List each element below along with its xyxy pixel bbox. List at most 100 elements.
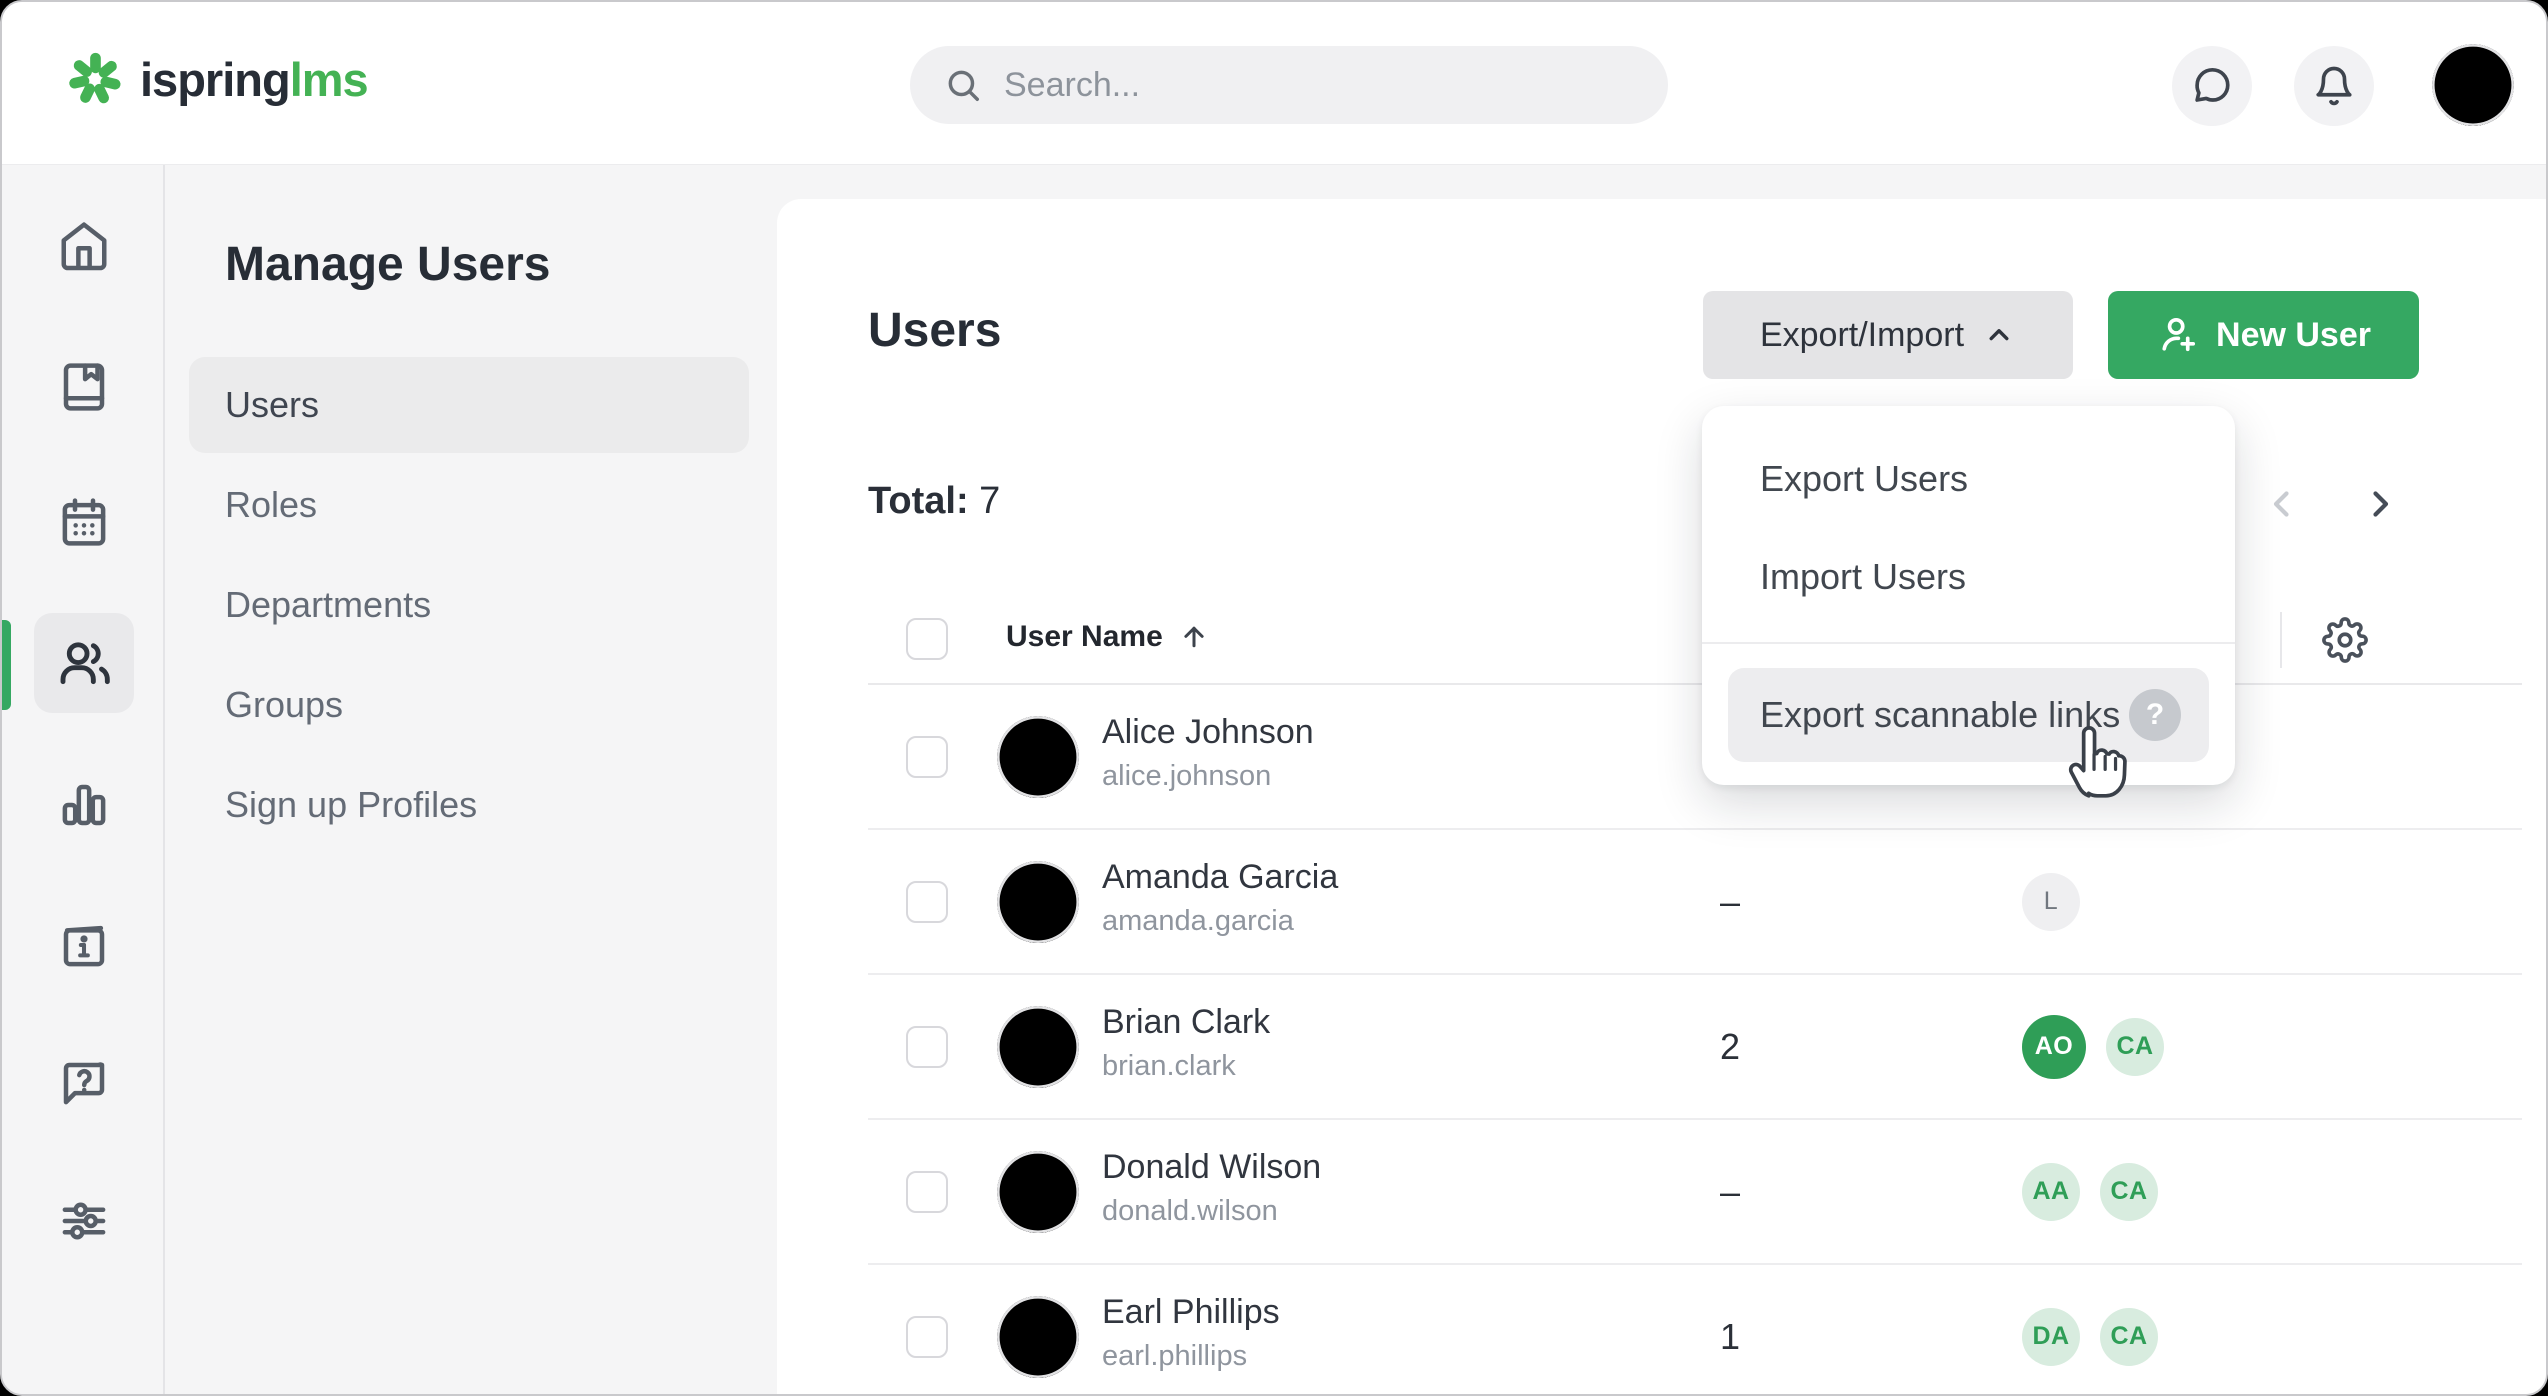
book-icon xyxy=(63,363,105,411)
chevron-right-icon xyxy=(2373,491,2389,517)
row-checkbox[interactable] xyxy=(906,736,948,778)
role-badges: L xyxy=(2022,830,2080,973)
metric-cell: – xyxy=(1719,880,1741,922)
users-table: User Name Alice Johnso xyxy=(868,610,2522,1394)
user-login: amanda.garcia xyxy=(1102,905,1294,937)
user-avatar xyxy=(997,1006,1079,1088)
menu-item-import-users[interactable]: Import Users xyxy=(1760,556,1967,597)
role-badge: L xyxy=(2022,872,2080,931)
top-bar: ispringlms xyxy=(2,2,2546,165)
user-login: brian.clark xyxy=(1102,1050,1236,1082)
role-badge: AO xyxy=(2022,1014,2086,1079)
chat-button[interactable] xyxy=(2172,46,2252,126)
select-all-checkbox[interactable] xyxy=(906,618,948,660)
rail-home-button[interactable] xyxy=(34,196,134,296)
search-input[interactable] xyxy=(1004,65,1634,105)
table-row[interactable]: Alice Johnson alice.johnson xyxy=(868,685,2522,830)
total-count: Total: 7 xyxy=(868,480,1001,522)
sidebar-item-signup-profiles[interactable]: Sign up Profiles xyxy=(225,784,478,825)
row-checkbox[interactable] xyxy=(906,1026,948,1068)
table-row[interactable]: Earl Phillips earl.phillips 1 DA CA xyxy=(868,1265,2522,1394)
user-avatar xyxy=(997,1151,1079,1233)
rail-info-button[interactable] xyxy=(34,895,134,995)
search-bar[interactable] xyxy=(910,46,1668,124)
logo-text: ispringlms xyxy=(140,52,369,106)
table-settings-button[interactable] xyxy=(2317,612,2373,668)
user-name: Alice Johnson xyxy=(1102,713,1314,751)
table-row[interactable]: Donald Wilson donald.wilson – AA CA xyxy=(868,1120,2522,1265)
rail-calendar-button[interactable] xyxy=(34,472,134,572)
sliders-icon xyxy=(62,1202,106,1240)
pagination-prev-button[interactable] xyxy=(2254,476,2310,532)
info-board-icon xyxy=(63,925,105,967)
user-name: Donald Wilson xyxy=(1102,1148,1322,1186)
metric-cell: 1 xyxy=(1719,1315,1741,1357)
sidebar-menu: Users Roles Departments Groups Sign up P… xyxy=(189,357,749,857)
rail-reports-button[interactable] xyxy=(34,755,134,855)
menu-item-export-users[interactable]: Export Users xyxy=(1760,458,1969,499)
nav-rail xyxy=(2,165,165,1394)
column-divider xyxy=(2280,612,2282,668)
metric-cell: – xyxy=(1719,1170,1741,1212)
user-login: alice.johnson xyxy=(1102,760,1272,792)
row-checkbox[interactable] xyxy=(906,1316,948,1358)
user-login: donald.wilson xyxy=(1102,1195,1278,1227)
new-user-button[interactable]: New User xyxy=(2108,291,2419,379)
column-user-name[interactable]: User Name xyxy=(1006,620,1209,654)
role-badge: DA xyxy=(2022,1307,2080,1366)
user-login: earl.phillips xyxy=(1102,1340,1248,1372)
user-avatar xyxy=(997,1296,1079,1378)
table-row[interactable]: Amanda Garcia amanda.garcia – L xyxy=(868,830,2522,975)
sidebar-item-users[interactable]: Users xyxy=(189,357,749,453)
sidebar-title: Manage Users xyxy=(225,238,551,291)
ispring-flower-icon xyxy=(64,48,126,110)
role-badge: CA xyxy=(2100,1307,2158,1366)
user-name: Brian Clark xyxy=(1102,1003,1271,1041)
account-avatar-image xyxy=(2432,44,2514,126)
notifications-button[interactable] xyxy=(2294,46,2374,126)
role-badge: CA xyxy=(2100,1162,2158,1221)
menu-item-export-scannable-links[interactable]: Export scannable links ? xyxy=(1728,668,2209,762)
role-badges: AO CA xyxy=(2022,975,2164,1118)
ispring-logo[interactable]: ispringlms xyxy=(64,48,369,110)
export-import-button[interactable]: Export/Import xyxy=(1703,291,2073,379)
role-badges: DA CA xyxy=(2022,1265,2158,1394)
menu-divider xyxy=(1702,642,2235,644)
rail-users-button[interactable] xyxy=(34,613,134,713)
sidebar-item-roles[interactable]: Roles xyxy=(225,484,318,525)
sidebar-item-departments[interactable]: Departments xyxy=(225,584,432,625)
row-checkbox[interactable] xyxy=(906,1171,948,1213)
chat-bubble-icon xyxy=(2195,68,2230,102)
role-badges: AA CA xyxy=(2022,1120,2158,1263)
manage-users-sidebar: Manage Users Users Roles Departments Gro… xyxy=(167,165,777,1394)
table-header-row: User Name xyxy=(868,610,2522,685)
table-row[interactable]: Brian Clark brian.clark 2 AO CA xyxy=(868,975,2522,1120)
users-panel: Users Export/Import New User Total: 7 xyxy=(777,199,2546,1394)
bar-chart-icon xyxy=(62,784,106,826)
rail-help-button[interactable] xyxy=(34,1033,134,1133)
hand-cursor-icon xyxy=(2068,726,2127,798)
bell-icon xyxy=(2316,66,2352,106)
sidebar-item-groups[interactable]: Groups xyxy=(225,684,344,725)
gear-icon xyxy=(2322,617,2368,663)
rail-settings-button[interactable] xyxy=(34,1171,134,1271)
user-avatar xyxy=(997,861,1079,943)
pagination-next-button[interactable] xyxy=(2352,476,2408,532)
page-title: Users xyxy=(868,304,1002,357)
active-nav-indicator xyxy=(2,620,11,710)
metric-cell: 2 xyxy=(1719,1025,1741,1067)
chevron-left-icon xyxy=(2273,491,2289,517)
help-icon[interactable]: ? xyxy=(2129,689,2181,741)
export-import-dropdown: Export Users Import Users Export scannab… xyxy=(1702,406,2235,798)
rail-courses-button[interactable] xyxy=(34,337,134,437)
calendar-icon xyxy=(62,498,106,546)
role-badge: AA xyxy=(2022,1162,2080,1221)
account-avatar[interactable] xyxy=(2432,44,2514,126)
search-icon xyxy=(944,66,982,104)
user-avatar xyxy=(997,716,1079,798)
row-checkbox[interactable] xyxy=(906,881,948,923)
help-bubble-icon xyxy=(63,1062,105,1105)
chevron-up-icon xyxy=(1989,329,2009,341)
users-icon xyxy=(60,642,110,685)
